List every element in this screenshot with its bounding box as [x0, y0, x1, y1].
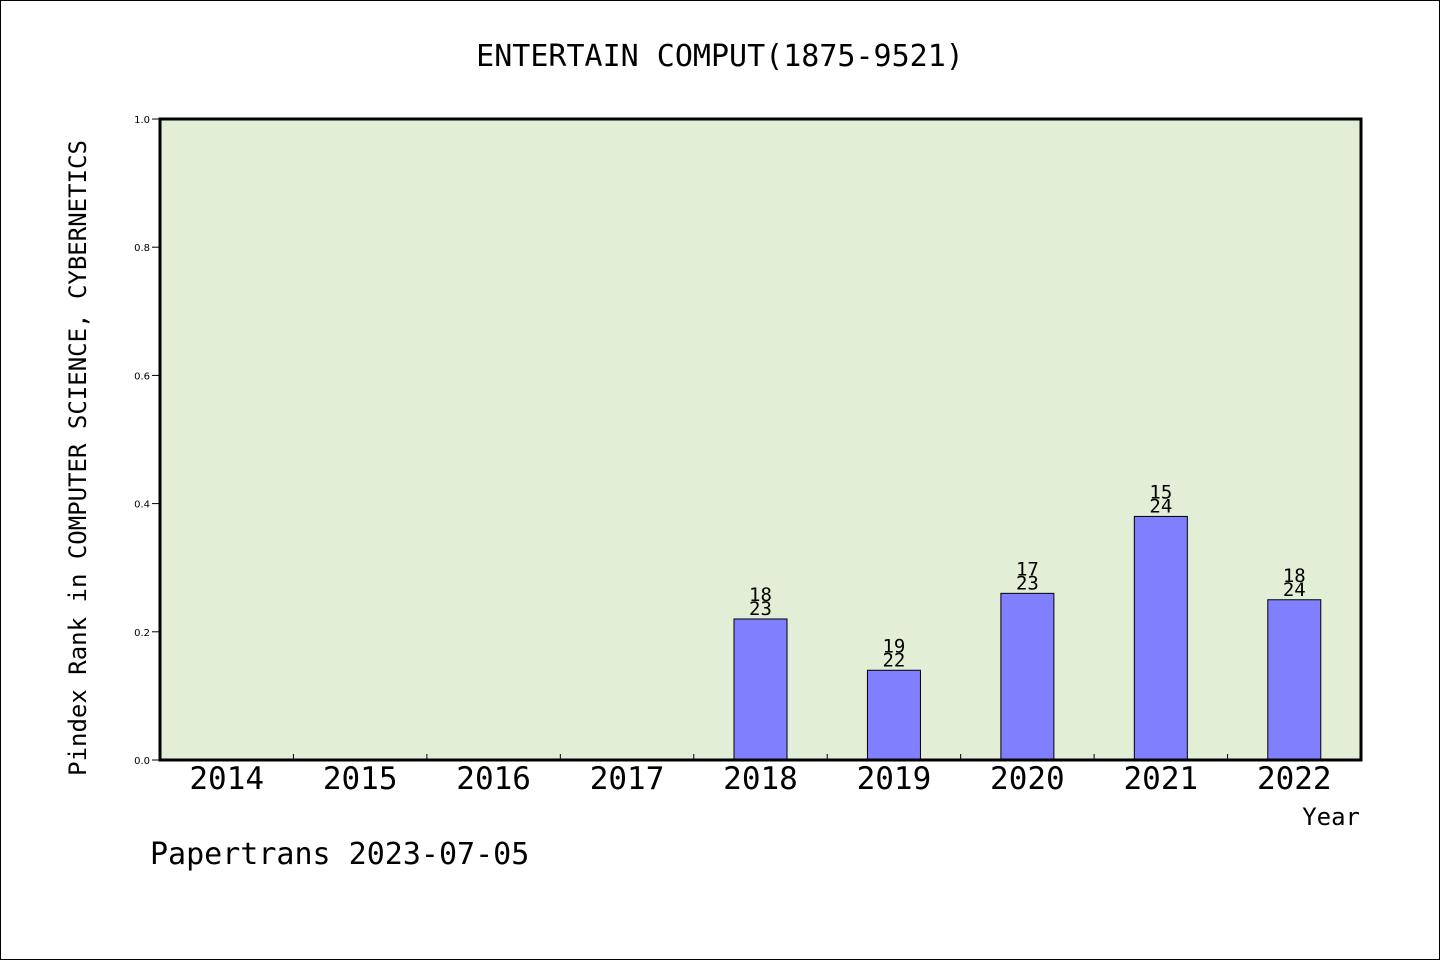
bar-label-bottom: 22: [882, 649, 905, 671]
bar-label-top: 15: [1149, 481, 1172, 503]
chart-title: ENTERTAIN COMPUT(1875-9521): [476, 39, 964, 74]
x-tick-label: 2020: [990, 761, 1065, 797]
y-tick-label: 0.6: [134, 371, 150, 382]
y-tick-label: 0.0: [134, 756, 150, 767]
footer-text: Papertrans 2023-07-05: [150, 837, 529, 872]
bar-label-bottom: 24: [1149, 495, 1172, 517]
x-tick-label: 2017: [590, 761, 665, 797]
x-tick-label: 2015: [323, 761, 398, 797]
x-tick-label: 2021: [1124, 761, 1199, 797]
bar-label-top: 17: [1016, 558, 1039, 580]
bars-group: [733, 515, 1322, 761]
y-tick-label: 0.4: [134, 500, 150, 511]
x-tick-label: 2019: [857, 761, 932, 797]
x-tick-label: 2018: [723, 761, 798, 797]
y-tick-label: 1.0: [134, 115, 150, 126]
x-tick-label: 2016: [456, 761, 531, 797]
bar-label-bottom: 23: [1016, 572, 1039, 594]
plot-border: [158, 117, 1363, 762]
y-axis-ticks: 0.0 0.2 0.4 0.6 0.8 1.0: [134, 115, 160, 767]
bar-2019: [866, 669, 921, 761]
x-tick-label: 2014: [189, 761, 264, 797]
bar-label-bottom: 23: [749, 598, 772, 620]
bar-label-bottom: 24: [1283, 579, 1306, 601]
bar-2021: [1133, 515, 1188, 761]
x-axis-ticks: 2014 2015 2016 2017 2018 2019 2020 2021 2022: [189, 754, 1332, 797]
y-tick-label: 0.2: [134, 628, 150, 639]
bar-2020: [1000, 592, 1055, 761]
x-tick-label: 2022: [1257, 761, 1332, 797]
bar-label-top: 18: [1283, 565, 1306, 587]
bar-label-top: 18: [749, 584, 772, 606]
bar-2018: [733, 618, 788, 761]
y-axis-label: Pindex Rank in COMPUTER SCIENCE, CYBERNE…: [64, 140, 92, 776]
bar-label-top: 19: [882, 635, 905, 657]
bar-2022: [1267, 599, 1322, 761]
x-axis-label: Year: [1302, 803, 1360, 831]
y-tick-label: 0.8: [134, 243, 150, 254]
